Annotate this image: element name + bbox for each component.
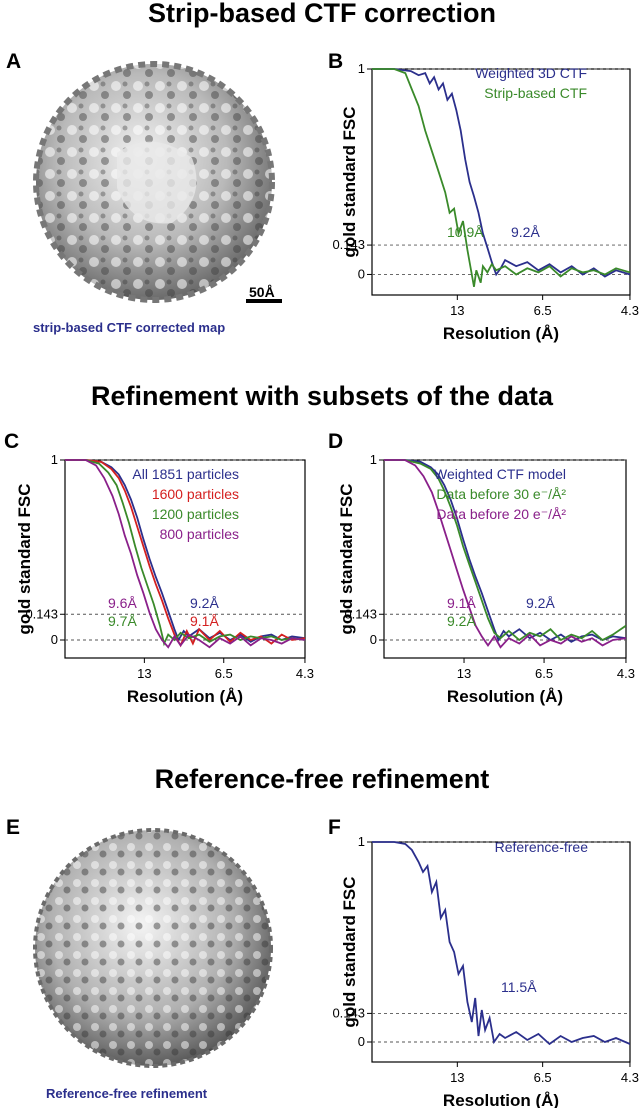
resolution-annotation: 10.9Å [447, 224, 484, 240]
x-tick-label: 6.5 [534, 1070, 552, 1085]
legend-entry-1: All 1851 particles [132, 466, 239, 482]
series-line-1 [372, 841, 630, 1046]
section-title-strip-ctf: Strip-based CTF correction [147, 0, 497, 28]
section-title-subsets: Refinement with subsets of the data [90, 381, 554, 411]
series-line-1 [372, 68, 630, 278]
panel-label-e: E [6, 816, 21, 839]
resolution-annotation: 9.2Å [447, 613, 476, 629]
y-axis-label: gold standard FSC [340, 106, 359, 257]
x-axis-label: Resolution (Å) [447, 687, 563, 706]
resolution-annotation: 9.1Å [190, 613, 219, 629]
scale-bar [246, 299, 282, 303]
y-tick-label: 0 [51, 632, 58, 647]
legend-entry-1: Weighted CTF model [434, 466, 566, 482]
fsc-chart-f: 1 0.143 0 13 6.5 4.3 Resolution (Å) gold standa… [332, 834, 639, 1108]
series-line-2 [372, 68, 630, 287]
resolution-annotation: 9.2Å [511, 224, 540, 240]
series-line-4 [65, 459, 305, 649]
legend-entry-2: Data before 30 e⁻/Å² [436, 486, 566, 502]
x-tick-label: 4.3 [621, 303, 639, 318]
y-tick-label: 0.143 [25, 606, 58, 621]
panel-label-d: D [328, 430, 344, 453]
x-tick-label: 4.3 [296, 666, 314, 681]
y-tick-label: 1 [51, 452, 58, 467]
fsc-chart-d: 1 0.143 0 13 6.5 4.3 Resolution (Å) gold standa… [337, 452, 635, 706]
x-tick-label: 13 [450, 1070, 464, 1085]
y-tick-label: 1 [358, 834, 365, 849]
fsc-chart-b: 1 0.143 0 13 6.5 4.3 Resolution (Å) gold standa… [332, 61, 639, 343]
y-tick-label: 1 [358, 61, 365, 76]
panel-label-b: B [328, 50, 344, 73]
panel-label-f: F [328, 816, 341, 839]
x-tick-label: 13 [137, 666, 151, 681]
y-axis-label: gold standard FSC [337, 483, 356, 634]
series-line-3 [65, 459, 305, 647]
legend-entry-2: 1600 particles [152, 486, 239, 502]
legend-entry-4: 800 particles [160, 526, 239, 542]
reference-free-density-map-image [33, 828, 273, 1068]
map-caption-e: Reference-free refinement [46, 1086, 208, 1101]
y-tick-label: 0.143 [332, 1005, 365, 1020]
y-tick-label: 0 [370, 632, 377, 647]
section-title-reference-free: Reference-free refinement [154, 764, 490, 794]
y-tick-label: 0.143 [332, 237, 365, 252]
x-tick-label: 13 [457, 666, 471, 681]
legend-entry-1: Weighted 3D CTF [475, 65, 587, 81]
plot-frame [371, 841, 631, 1063]
y-axis-label: gold standard FSC [15, 483, 34, 634]
x-axis-label: Resolution (Å) [443, 324, 559, 343]
y-tick-label: 0 [358, 266, 365, 281]
legend-entry-3: 1200 particles [152, 506, 239, 522]
resolution-annotation: 11.5Å [501, 979, 537, 995]
fsc-chart-c: 1 0.143 0 13 6.5 4.3 Resolution (Å) gold standa… [15, 452, 314, 706]
x-tick-label: 13 [450, 303, 464, 318]
y-tick-label: 0.143 [344, 606, 377, 621]
legend-entry-1: Reference-free [495, 839, 589, 855]
scale-bar-label: 50Å [249, 284, 275, 300]
map-caption-a: strip-based CTF corrected map [33, 320, 226, 335]
legend-entry-3: Data before 20 e⁻/Å² [436, 506, 566, 522]
y-tick-label: 0 [358, 1034, 365, 1049]
series-line-3 [384, 459, 626, 649]
x-tick-label: 6.5 [534, 303, 552, 318]
resolution-annotation: 9.1Å [447, 595, 476, 611]
plot-frame [371, 68, 631, 296]
panel-label-c: C [4, 430, 20, 453]
x-axis-label: Resolution (Å) [127, 687, 243, 706]
x-tick-label: 6.5 [215, 666, 233, 681]
legend-entry-2: Strip-based CTF [484, 85, 587, 101]
strip-ctf-density-map-image [33, 61, 275, 303]
panel-label-a: A [6, 50, 22, 73]
x-tick-label: 4.3 [621, 1070, 639, 1085]
resolution-annotation: 9.7Å [108, 613, 137, 629]
resolution-annotation: 9.6Å [108, 595, 137, 611]
x-axis-label: Resolution (Å) [443, 1091, 559, 1108]
resolution-annotation: 9.2Å [526, 595, 555, 611]
x-tick-label: 6.5 [535, 666, 553, 681]
series-line-2 [384, 459, 626, 642]
resolution-annotation: 9.2Å [190, 595, 219, 611]
y-axis-label: gold standard FSC [340, 876, 359, 1027]
y-tick-label: 1 [370, 452, 377, 467]
x-tick-label: 4.3 [617, 666, 635, 681]
